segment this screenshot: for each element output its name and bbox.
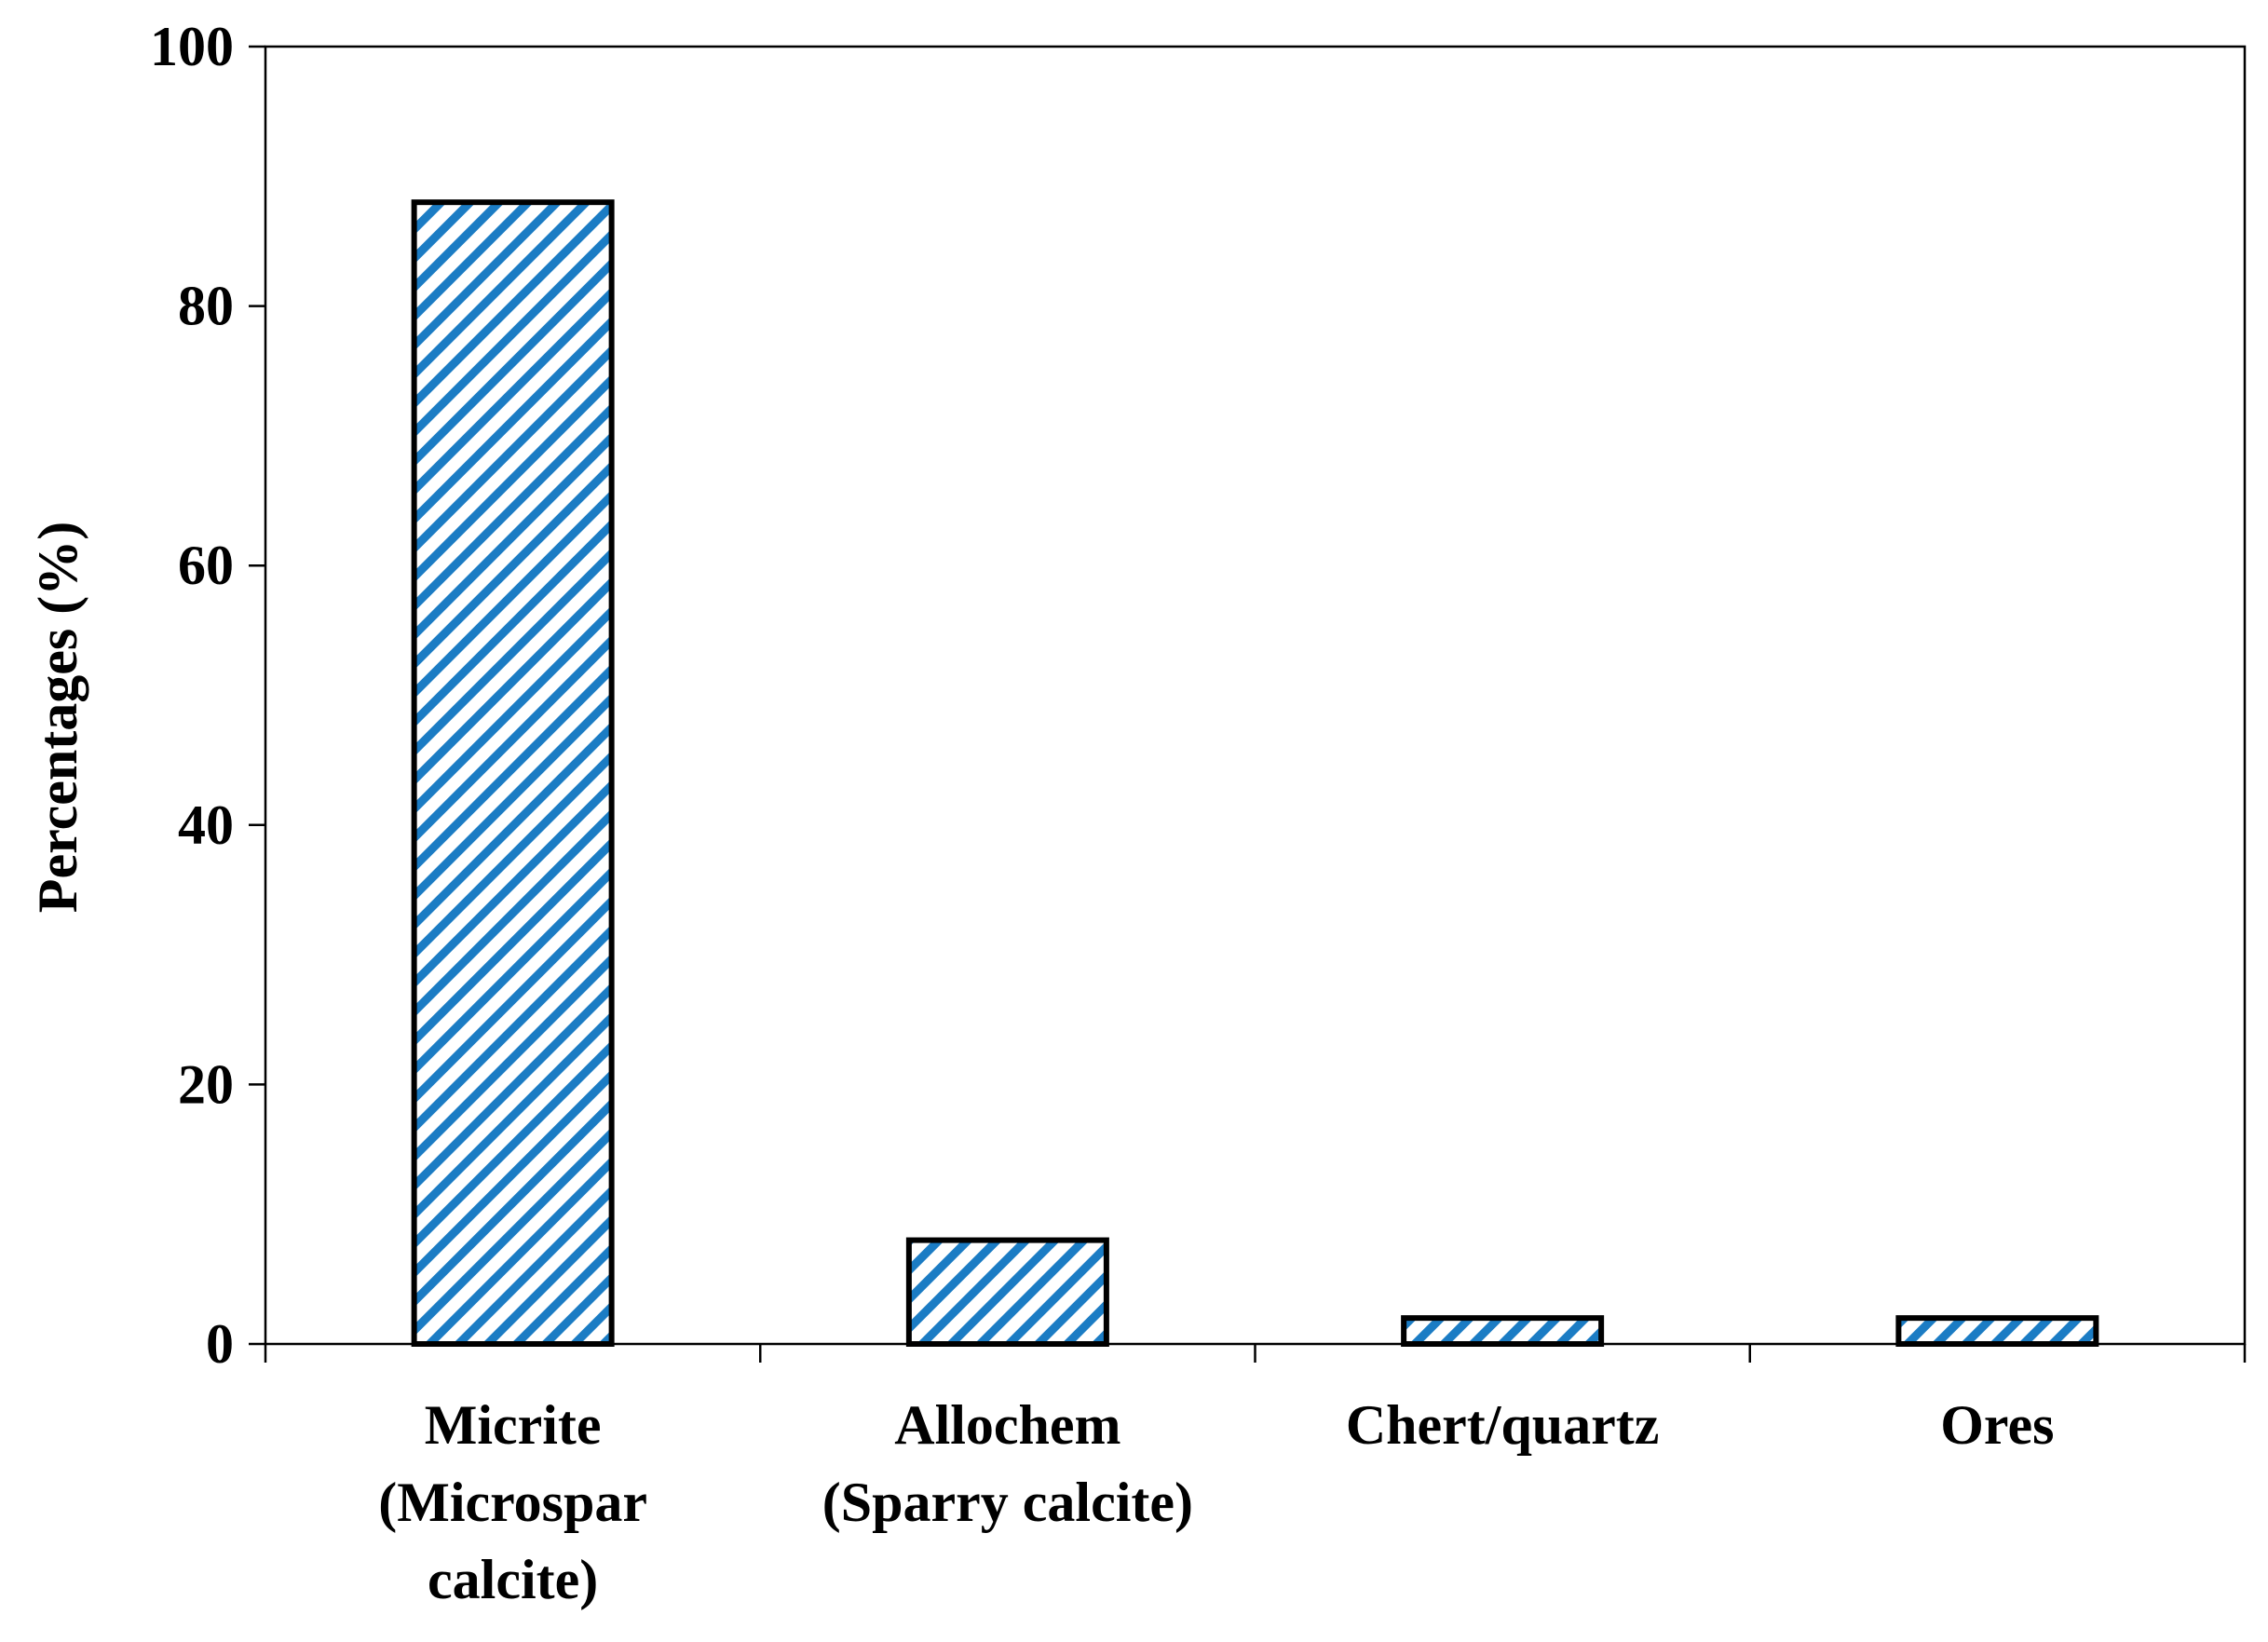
y-axis: 0 20 40 60 80 100 [150, 16, 265, 1375]
x-axis: Micrite (Microspar calcite) Allochem (Sparry… [264, 1344, 2247, 1610]
x-tick-label: Micrite (Microspar calcite) [378, 1394, 647, 1610]
bar [905, 1237, 1109, 1348]
x-tick-label: Chert/quartz [1346, 1394, 1660, 1456]
y-tick-label: 80 [178, 276, 234, 337]
y-axis-title: Percentages (%) [27, 522, 88, 913]
y-tick-label: 0 [206, 1313, 234, 1375]
x-tick-label: Ores [1940, 1394, 2054, 1456]
bar [1401, 1315, 1605, 1348]
y-tick-label: 60 [178, 535, 234, 596]
y-tick-label: 40 [178, 794, 234, 856]
bar [411, 199, 615, 1347]
bars [411, 199, 2099, 1348]
y-tick-label: 100 [150, 16, 234, 77]
bar [1895, 1315, 2099, 1348]
y-tick-label: 20 [178, 1053, 234, 1115]
x-tick-label: Allochem (Sparry calcite) [822, 1394, 1193, 1533]
